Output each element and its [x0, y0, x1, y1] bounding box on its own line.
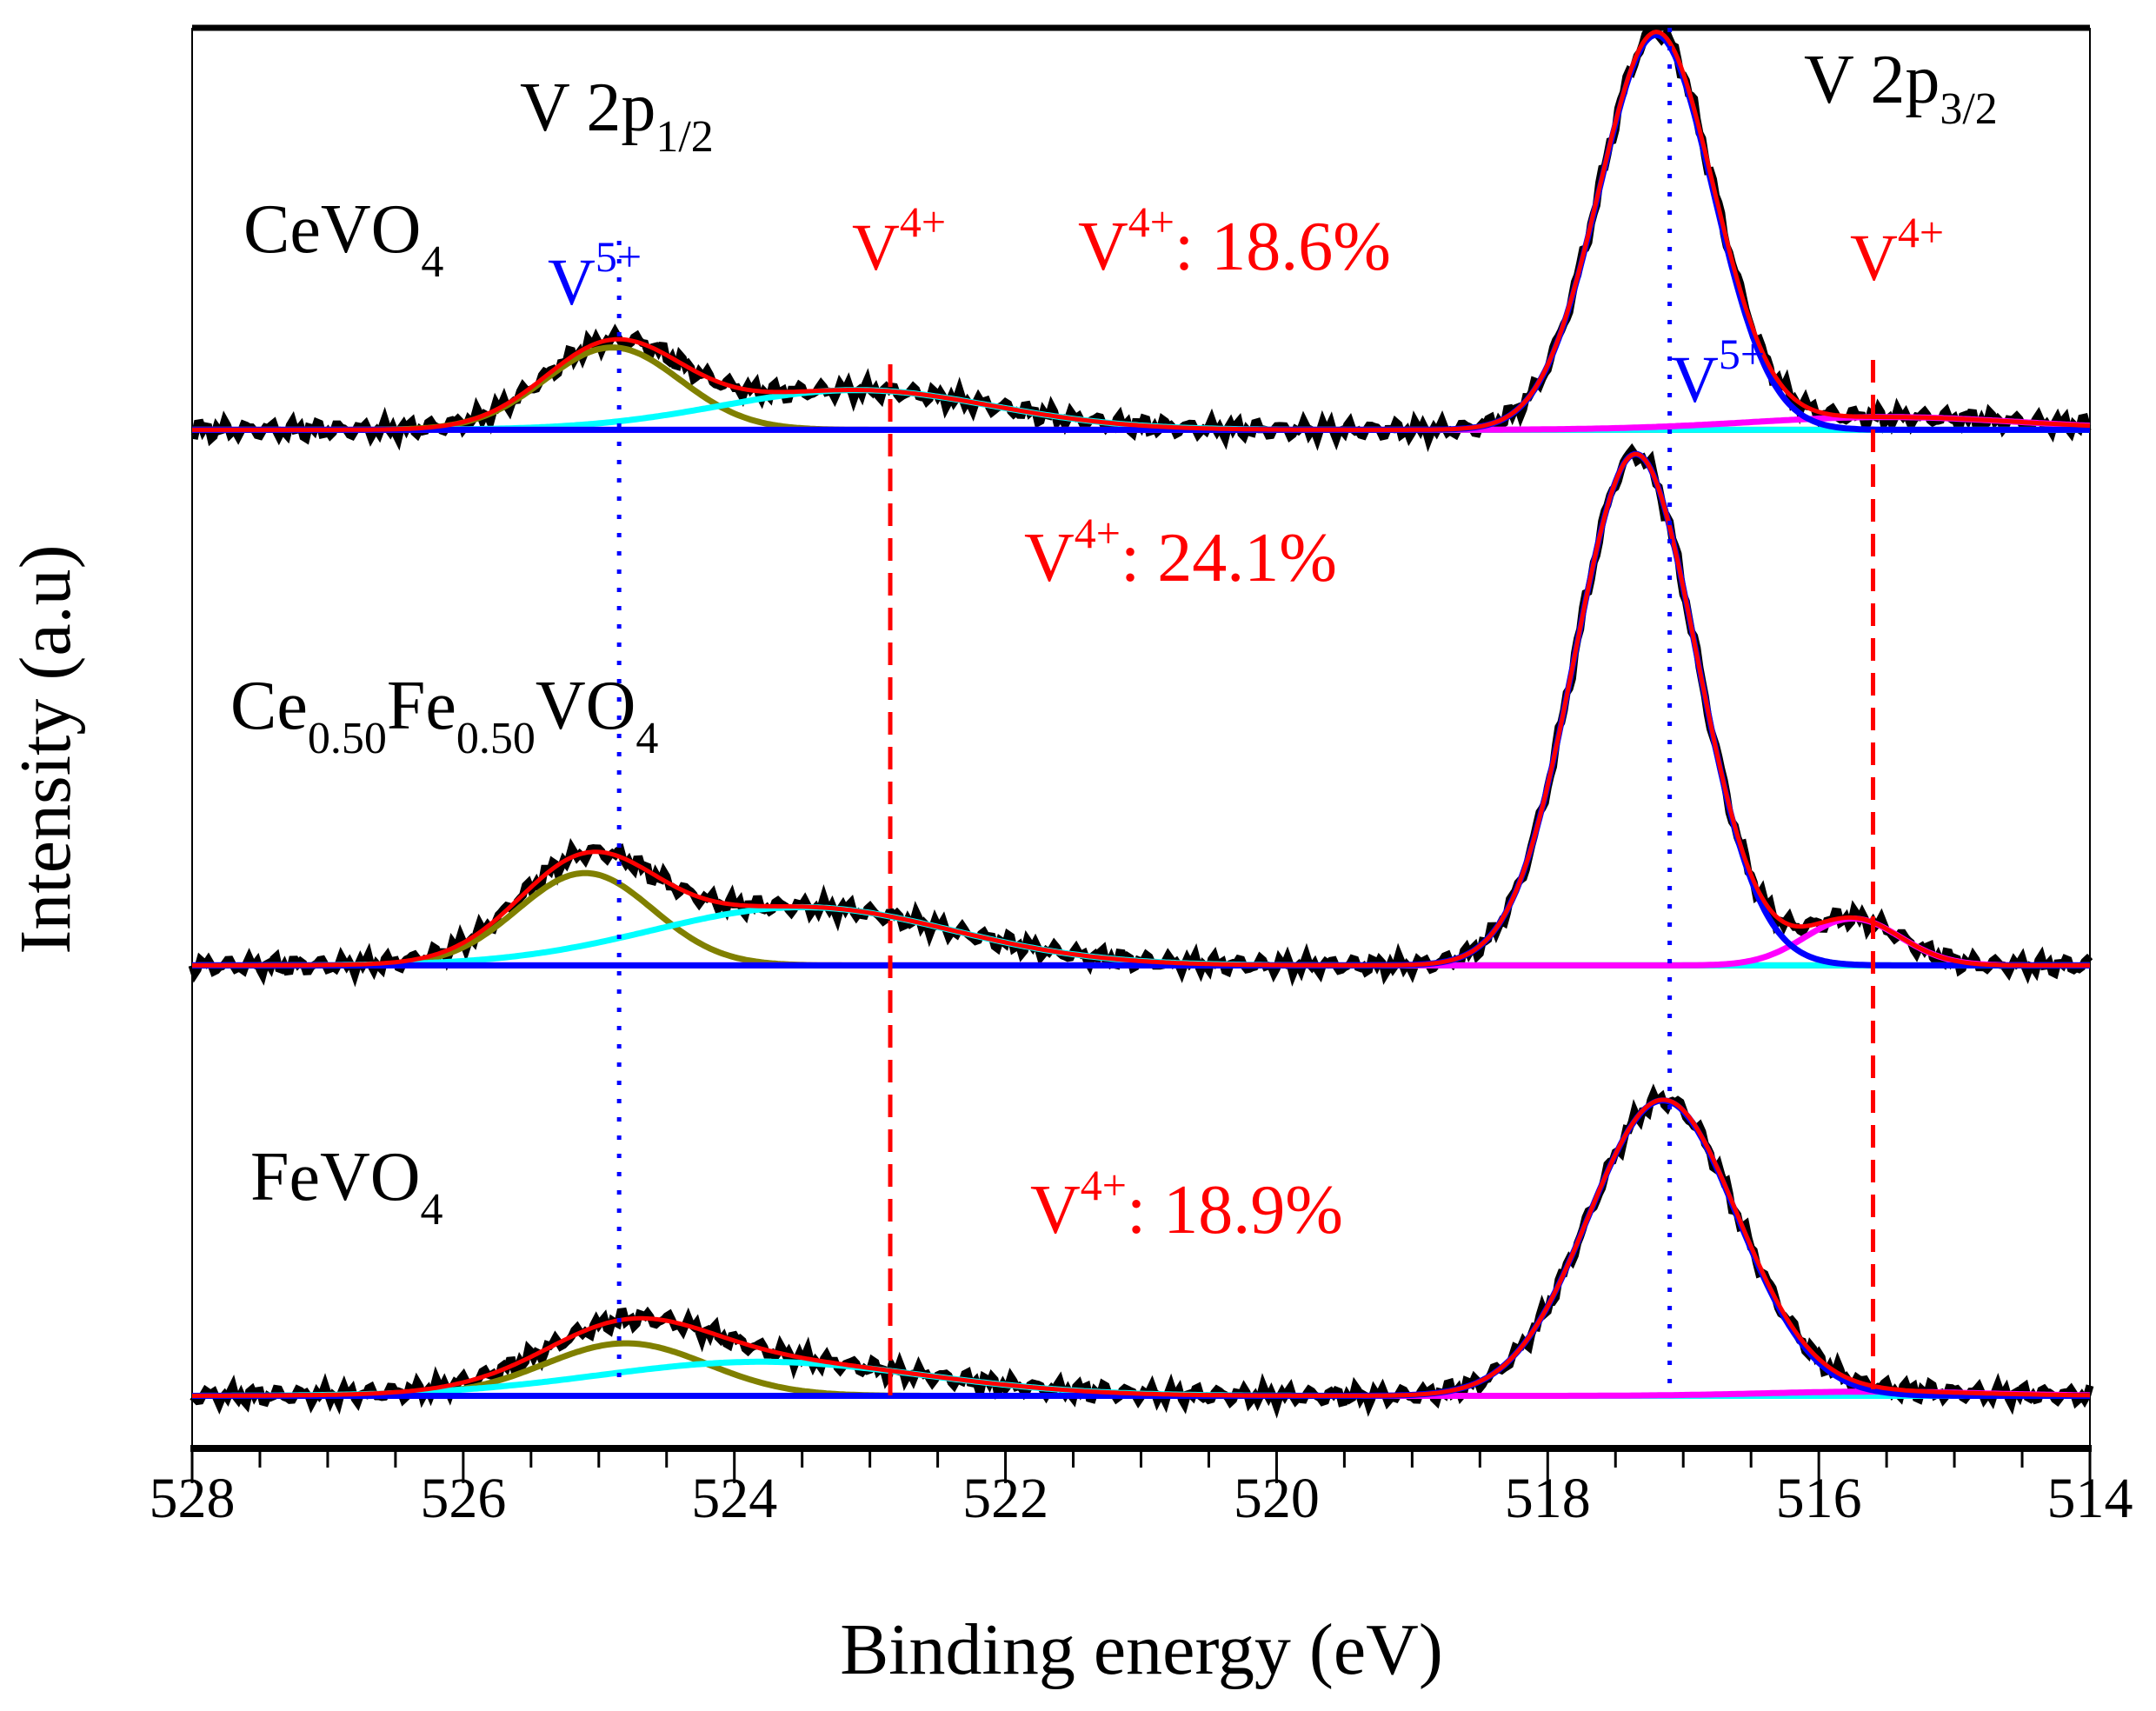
- x-tick-label: 528: [150, 1467, 236, 1530]
- x-ticks: [190, 1448, 2092, 1483]
- x-tick-label: 522: [962, 1467, 1048, 1530]
- fit-envelope-curve: [192, 30, 2091, 432]
- ion-label-v4-left: V4+: [852, 197, 946, 284]
- x-tick-labels: 528 526 524 522 520 518 516 514: [150, 1467, 2133, 1530]
- curves: [188, 24, 2094, 1419]
- raw-data-curve: [190, 1083, 2094, 1419]
- peak-label-v2p12: V 2p1/2: [520, 70, 714, 162]
- fit-envelope-curve: [192, 451, 2090, 968]
- y-axis-label: Intensity (a.u): [5, 544, 86, 954]
- v4-fraction-cefevo4: V4+: 24.1%: [1024, 509, 1337, 596]
- v4-fraction-fevo4: V4+: 18.9%: [1030, 1161, 1343, 1248]
- ion-label-v5-right: V5+: [1671, 330, 1765, 416]
- series-Ce0.50Fe0.50VO4: [188, 443, 2093, 988]
- x-tick-label: 518: [1505, 1467, 1591, 1530]
- sample-label-cevo4: CeVO4: [243, 191, 443, 287]
- series-CeVO4: [190, 24, 2092, 453]
- ion-label-v5-left: V5+: [548, 232, 642, 319]
- x-tick-label: 524: [691, 1467, 777, 1530]
- peak-label-v2p32: V 2p3/2: [1804, 42, 1998, 134]
- x-tick-label: 514: [2047, 1467, 2133, 1530]
- x-tick-label: 516: [1776, 1467, 1862, 1530]
- component-v5-2p3-2: [192, 31, 2090, 433]
- fit-envelope-curve: [192, 1097, 2091, 1398]
- v4-fraction-cevo4: V4+: 18.6%: [1078, 197, 1391, 285]
- sample-label-cefevo4: Ce0.50Fe0.50VO4: [230, 668, 658, 763]
- x-tick-label: 520: [1234, 1467, 1320, 1530]
- series-FeVO4: [190, 1083, 2094, 1419]
- reference-lines: [616, 28, 1876, 1396]
- x-tick-label: 526: [420, 1467, 506, 1530]
- sample-label-fevo4: FeVO4: [250, 1139, 443, 1235]
- ion-label-v4-right: V4+: [1850, 208, 1944, 295]
- component-v5-2p3-2: [192, 450, 2090, 969]
- x-axis-label: Binding energy (eV): [840, 1609, 1443, 1690]
